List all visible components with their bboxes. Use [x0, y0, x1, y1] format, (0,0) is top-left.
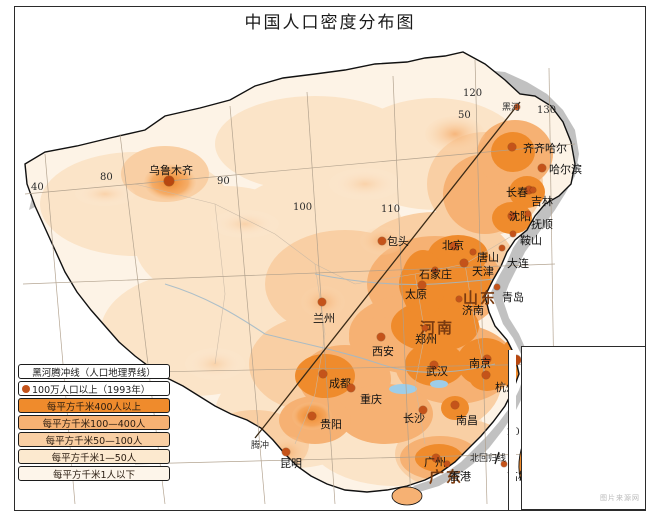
legend-row-density-50-100[interactable]: 每平方千米50—100人 [18, 432, 170, 447]
heihe-tengchong-line [254, 101, 521, 439]
city-dot-吉林 [530, 187, 536, 193]
city-dot-大连 [499, 245, 505, 251]
city-dot-天津 [460, 259, 468, 267]
rivers [164, 273, 506, 373]
legend-row-density-400-up[interactable]: 每平方千米400人以上 [18, 398, 170, 413]
city-dot-重庆 [347, 384, 355, 392]
city-dot-长沙 [419, 406, 427, 414]
city-dot-包头 [378, 237, 386, 245]
city-dot-南京 [483, 355, 491, 363]
city-dot-济南 [456, 296, 462, 302]
city-dot-鞍山 [510, 231, 516, 237]
legend-row-label: 每平方千米1—50人 [51, 452, 137, 464]
lakes [389, 380, 448, 394]
city-dot-青岛 [494, 284, 500, 290]
city-dot-乌鲁木齐 [164, 176, 174, 186]
credit-watermark: 图片来源网 [600, 494, 640, 502]
city-dot-上海 [511, 355, 521, 365]
legend-row-label: 100万人口以上（1993年） [32, 384, 151, 396]
legend-city-dot-icon [22, 384, 30, 393]
city-dot-北京 [450, 242, 458, 250]
legend-row-label: 每平方千米50—100人 [45, 435, 143, 447]
city-dot-石家庄 [432, 267, 438, 273]
south-china-sea-inset [521, 346, 646, 510]
hainan [391, 486, 423, 506]
legend-row-label: 每平方千米1人以下 [52, 469, 136, 481]
page-title: 中国人口密度分布图 [244, 13, 416, 33]
city-dot-香港 [444, 461, 450, 467]
city-dot-武汉 [430, 361, 438, 369]
china-map-svg [15, 34, 645, 510]
legend-row-label: 每平方千米100—400人 [42, 418, 146, 430]
city-dot-长春 [525, 186, 533, 194]
legend-row-label: 每平方千米400人以上 [46, 401, 142, 413]
legend-row-density-1-50[interactable]: 每平方千米1—50人 [18, 449, 170, 464]
city-dot-兰州 [318, 298, 326, 306]
map-canvas: 40809010011012013050302020 山东河南广东乌鲁木齐黑河齐… [15, 34, 645, 510]
city-dot-成都 [319, 370, 327, 378]
city-dot-南昌 [451, 401, 459, 409]
legend-row-label: 黑河腾冲线（人口地理界线） [32, 367, 156, 379]
legend-row-heihe-tengchong-line[interactable]: 黑河腾冲线（人口地理界线） [18, 364, 170, 379]
city-dot-贵阳 [308, 412, 316, 420]
legend-row-density-100-400[interactable]: 每平方千米100—400人 [18, 415, 170, 430]
city-dot-高雄 [501, 461, 507, 467]
city-dot-唐山 [470, 249, 476, 255]
city-dot-齐齐哈尔 [508, 143, 516, 151]
city-dot-沈阳 [508, 212, 516, 220]
legend: 黑河腾冲线（人口地理界线） 100万人口以上（1993年） 每平方千米400人以上每… [18, 364, 170, 483]
city-dot-西安 [377, 333, 385, 341]
city-dot-抚顺 [525, 211, 531, 217]
national-border [24, 51, 576, 493]
inset-divider [508, 350, 516, 510]
city-dot-哈尔滨 [538, 164, 546, 172]
city-dot-郑州 [422, 325, 428, 331]
legend-row-million-city[interactable]: 100万人口以上（1993年） [18, 381, 170, 396]
city-dot-黑河 [514, 104, 520, 110]
legend-row-density-under-1[interactable]: 每平方千米1人以下 [18, 466, 170, 481]
city-dot-太原 [418, 281, 426, 289]
city-dot-广州 [432, 454, 440, 462]
city-dot-杭州 [482, 371, 490, 379]
city-dot-昆明 [282, 448, 290, 456]
